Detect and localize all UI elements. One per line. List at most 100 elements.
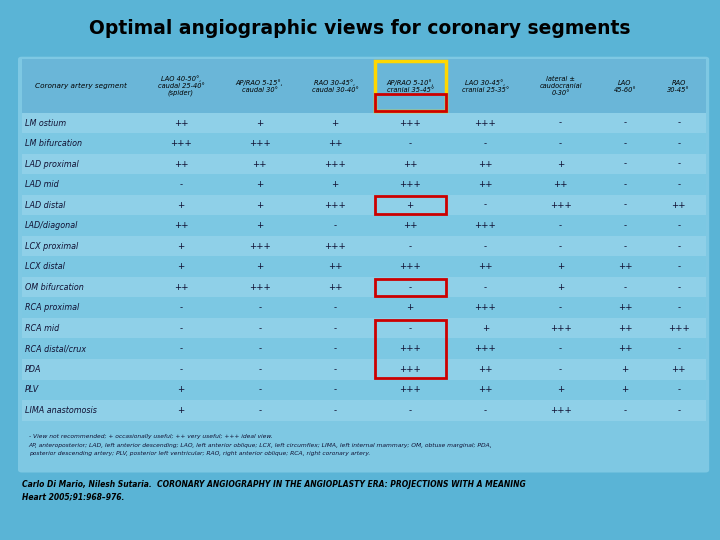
Text: +++: +++ — [400, 364, 421, 374]
Text: ++: ++ — [403, 159, 418, 168]
Text: ++: ++ — [478, 385, 492, 394]
Text: -: - — [678, 118, 680, 127]
Bar — [22, 174, 706, 195]
Text: ++: ++ — [618, 303, 632, 312]
Text: ++: ++ — [174, 118, 188, 127]
Bar — [22, 215, 706, 236]
Text: -: - — [484, 139, 487, 148]
Text: cranial 35-45°: cranial 35-45° — [387, 86, 433, 92]
Text: -: - — [333, 323, 336, 333]
Text: caudal 30°: caudal 30° — [242, 86, 278, 92]
Text: ++: ++ — [672, 364, 686, 374]
Text: -: - — [624, 159, 626, 168]
Text: LAO 30-45°,: LAO 30-45°, — [465, 79, 505, 86]
Text: +: + — [557, 385, 564, 394]
Text: -: - — [408, 406, 412, 415]
Text: +++: +++ — [549, 323, 572, 333]
Text: +: + — [557, 262, 564, 271]
Bar — [22, 277, 706, 298]
Text: +: + — [177, 406, 184, 415]
Text: +++: +++ — [474, 303, 496, 312]
Bar — [374, 197, 446, 214]
Bar — [22, 298, 706, 318]
Text: +++: +++ — [474, 118, 496, 127]
Text: caudal 30-40°: caudal 30-40° — [312, 86, 359, 92]
Text: OM bifurcation: OM bifurcation — [25, 282, 84, 292]
Text: ++: ++ — [174, 159, 188, 168]
Text: ++: ++ — [174, 282, 188, 292]
Bar — [22, 133, 706, 154]
Text: -: - — [678, 406, 680, 415]
Text: +: + — [621, 385, 629, 394]
Text: ++: ++ — [478, 159, 492, 168]
Bar — [22, 359, 706, 380]
Text: ++: ++ — [618, 262, 632, 271]
Text: posterior descending artery; PLV, posterior left ventricular; RAO, right anterio: posterior descending artery; PLV, poster… — [29, 451, 370, 456]
Text: +: + — [177, 200, 184, 210]
Text: LAD/diagonal: LAD/diagonal — [25, 221, 78, 230]
Text: ++: ++ — [478, 364, 492, 374]
Text: -: - — [179, 364, 183, 374]
Text: - View not recommended; + occasionally useful; ++ very useful; +++ ideal view.: - View not recommended; + occasionally u… — [29, 434, 273, 439]
Text: ++: ++ — [478, 262, 492, 271]
Bar — [374, 94, 446, 111]
Text: -: - — [408, 139, 412, 148]
Text: -: - — [258, 406, 261, 415]
Text: +++: +++ — [400, 385, 421, 394]
Text: -: - — [624, 282, 626, 292]
Text: +: + — [557, 282, 564, 292]
Text: +: + — [407, 303, 414, 312]
Text: 0-30°: 0-30° — [552, 90, 570, 96]
Text: AP/RAO 5-15°,: AP/RAO 5-15°, — [236, 79, 284, 86]
Text: -: - — [559, 364, 562, 374]
Text: RCA distal/crux: RCA distal/crux — [25, 344, 86, 353]
Text: +++: +++ — [668, 323, 690, 333]
Text: -: - — [333, 221, 336, 230]
Text: ++: ++ — [672, 200, 686, 210]
Text: +++: +++ — [549, 200, 572, 210]
Text: ++: ++ — [553, 180, 568, 189]
Text: +++: +++ — [170, 139, 192, 148]
Bar — [22, 113, 706, 133]
Text: +: + — [557, 159, 564, 168]
Text: +: + — [482, 323, 489, 333]
Text: -: - — [484, 406, 487, 415]
Bar — [22, 400, 706, 421]
Text: LAD distal: LAD distal — [25, 200, 66, 210]
Text: +: + — [256, 180, 264, 189]
Bar — [374, 320, 446, 378]
Text: ++: ++ — [403, 221, 418, 230]
Bar — [22, 154, 706, 174]
Text: -: - — [678, 139, 680, 148]
Text: ++: ++ — [253, 159, 267, 168]
Text: -: - — [258, 303, 261, 312]
Text: -: - — [678, 262, 680, 271]
Text: -: - — [258, 344, 261, 353]
Text: +++: +++ — [249, 139, 271, 148]
FancyBboxPatch shape — [18, 57, 709, 472]
Text: -: - — [624, 406, 626, 415]
Text: -: - — [624, 241, 626, 251]
Text: cranial 25-35°: cranial 25-35° — [462, 86, 509, 92]
Text: AP, anteroposterior; LAD, left anterior descending; LAO, left anterior oblique; : AP, anteroposterior; LAD, left anterior … — [29, 443, 492, 448]
Text: -: - — [333, 344, 336, 353]
Text: -: - — [484, 241, 487, 251]
Text: +: + — [256, 118, 264, 127]
Text: +++: +++ — [324, 241, 346, 251]
Text: LM ostium: LM ostium — [25, 118, 66, 127]
Bar — [374, 279, 446, 296]
Text: -: - — [678, 385, 680, 394]
Text: +++: +++ — [474, 221, 496, 230]
Text: -: - — [559, 118, 562, 127]
Text: -: - — [258, 364, 261, 374]
Text: +: + — [256, 221, 264, 230]
Text: Optimal angiographic views for coronary segments: Optimal angiographic views for coronary … — [89, 19, 631, 38]
Text: +: + — [331, 118, 338, 127]
Text: -: - — [559, 241, 562, 251]
Text: RAO 30-45°,: RAO 30-45°, — [314, 79, 356, 86]
Text: (spider): (spider) — [168, 90, 194, 96]
Text: AP/RAO 5-10°,: AP/RAO 5-10°, — [386, 79, 434, 86]
Text: +++: +++ — [400, 344, 421, 353]
Text: +: + — [256, 262, 264, 271]
Text: -: - — [484, 200, 487, 210]
